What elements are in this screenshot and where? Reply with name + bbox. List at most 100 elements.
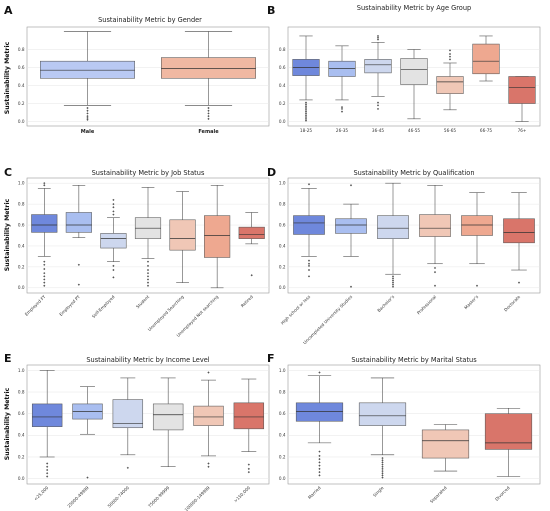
box-c-7	[238, 212, 265, 277]
box-b-6	[472, 35, 500, 82]
outlier-point	[247, 463, 250, 466]
y-tick-label: 0.4	[279, 83, 286, 88]
box-iqr	[100, 233, 127, 249]
outlier-point	[86, 109, 89, 112]
box-iqr	[169, 219, 196, 251]
outlier-point	[318, 461, 321, 464]
outlier-point	[250, 274, 253, 277]
outlier-point	[376, 38, 380, 41]
outlier-point	[517, 281, 521, 284]
outlier-point	[381, 476, 384, 479]
panel-title: Sustainability Metric by Income Level	[86, 356, 209, 364]
y-tick-label: 0.8	[279, 389, 286, 394]
panel-f: 0.0 0.2 0.4 0.6 0.8 1.0 F Sustainability Metric…	[267, 352, 541, 504]
y-tick-label: 1.0	[279, 368, 286, 373]
outlier-point	[43, 272, 46, 275]
outlier-point	[43, 182, 46, 185]
category-label: Self-Employed	[91, 294, 116, 319]
box-b-1	[292, 35, 320, 122]
y-tick-label: 0.0	[18, 476, 25, 481]
category-label: 36-45	[372, 128, 385, 133]
box-iqr	[293, 215, 325, 235]
box-c-5	[169, 191, 196, 283]
y-tick-label: 0.0	[279, 285, 286, 290]
outlier-point	[318, 471, 321, 474]
outlier-point	[307, 275, 311, 278]
y-axis-label: Sustainability Metric	[4, 387, 11, 460]
outlier-point	[146, 278, 150, 281]
y-axis-label: Sustainability Metric	[4, 41, 11, 114]
category-label: Employed PT	[58, 294, 81, 317]
outlier-point	[307, 262, 311, 265]
outlier-point	[86, 106, 89, 110]
outlier-point	[349, 184, 353, 187]
box-e-3	[112, 377, 144, 469]
category-label: Bachelor's	[376, 294, 395, 313]
outlier-point	[349, 285, 353, 288]
y-tick-label: 0.8	[18, 389, 25, 394]
outlier-point	[381, 463, 384, 466]
box-c-2	[65, 184, 92, 286]
category-label: Doctorate	[503, 294, 522, 313]
category-label: 50000-74000	[107, 485, 131, 509]
outlier-point	[448, 58, 452, 61]
box-b-4	[400, 49, 428, 120]
box-iqr	[40, 60, 135, 79]
outlier-point	[77, 283, 80, 286]
outlier-point	[381, 467, 384, 470]
panel-letter: E	[4, 352, 12, 365]
outlier-point	[307, 183, 311, 186]
box-iqr	[335, 218, 367, 234]
outlier-point	[318, 474, 321, 477]
outlier-point	[43, 260, 46, 263]
outlier-point	[86, 118, 89, 121]
box-iqr	[112, 399, 144, 429]
category-label: Separated	[429, 485, 448, 504]
outlier-point	[304, 101, 308, 104]
outlier-point	[112, 206, 115, 209]
outlier-point	[207, 106, 210, 110]
panel-letter: B	[267, 4, 275, 17]
outlier-point	[340, 106, 344, 109]
category-label: 76+	[518, 128, 527, 133]
outlier-point	[146, 272, 150, 275]
outlier-point	[381, 461, 384, 464]
outlier-point	[376, 107, 380, 111]
outlier-point	[391, 277, 395, 280]
outlier-point	[43, 184, 46, 187]
outlier-point	[86, 476, 89, 479]
outlier-point	[43, 267, 46, 271]
outlier-point	[86, 115, 89, 118]
outlier-point	[112, 264, 115, 267]
outlier-point	[307, 268, 311, 272]
outlier-point	[304, 114, 308, 117]
outlier-point	[146, 260, 150, 263]
box-a-2	[161, 31, 256, 120]
box-iqr	[328, 60, 356, 77]
box-d-4	[419, 184, 451, 287]
y-tick-label: 0.4	[279, 433, 286, 438]
category-label: 18-25	[300, 128, 313, 133]
plot-frame	[26, 364, 270, 485]
category-label: Unemployed Searching	[147, 294, 185, 332]
box-c-4	[134, 187, 162, 287]
outlier-point	[146, 264, 150, 267]
outlier-point	[112, 198, 115, 202]
outlier-point	[207, 112, 210, 115]
category-label: Married	[307, 485, 322, 500]
category-label: 56-65	[444, 128, 457, 133]
box-iqr	[31, 403, 63, 427]
outlier-point	[381, 465, 384, 468]
category-label: Retired	[240, 294, 254, 308]
outlier-point	[146, 275, 150, 278]
y-tick-label: 0.0	[18, 119, 25, 124]
panel-c: 0.0 0.2 0.4 0.6 0.8 1.0 C Sustainability Metric…	[4, 166, 270, 338]
y-tick-label: 0.8	[279, 47, 286, 52]
outlier-point	[112, 213, 115, 216]
outlier-point	[43, 263, 46, 266]
box-iqr	[484, 413, 533, 450]
outlier-point	[381, 472, 384, 475]
y-tick-label: 0.2	[279, 101, 286, 106]
outlier-point	[391, 283, 395, 286]
